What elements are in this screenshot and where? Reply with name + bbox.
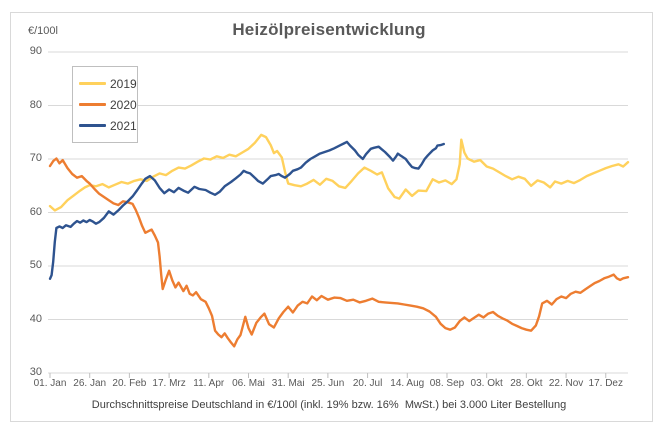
x-tick-label: 31. Mai bbox=[271, 378, 305, 389]
chart-caption: Durchschnittspreise Deutschland in €/100… bbox=[91, 399, 567, 411]
x-tick-label: 03. Okt bbox=[470, 378, 503, 389]
chart-legend: 2019 2020 2021 bbox=[72, 66, 138, 143]
legend-line-swatch bbox=[79, 103, 106, 106]
series-line-2019 bbox=[48, 133, 630, 212]
x-tick-label: 01. Jan bbox=[33, 378, 67, 389]
y-axis-unit-label: €/100l bbox=[28, 25, 58, 37]
y-tick-label: 50 bbox=[29, 259, 42, 271]
y-tick-label: 60 bbox=[29, 205, 42, 218]
y-tick-label: 70 bbox=[29, 152, 42, 164]
y-tick-label: 30 bbox=[29, 366, 42, 378]
legend-item-2020: 2020 bbox=[79, 94, 137, 115]
chart-title: Heizölpreisentwicklung bbox=[232, 20, 426, 39]
legend-line-swatch bbox=[79, 82, 106, 85]
x-tick-label: 28. Okt bbox=[510, 378, 543, 389]
series-line-2020 bbox=[48, 157, 630, 348]
x-tick-label: 06. Mai bbox=[232, 378, 265, 389]
legend-label: 2020 bbox=[110, 97, 137, 112]
x-tick-label: 20. Feb bbox=[112, 378, 147, 389]
legend-item-2019: 2019 bbox=[79, 73, 137, 94]
x-tick-label: 11. Apr bbox=[193, 378, 225, 389]
y-tick-label: 90 bbox=[29, 45, 42, 57]
series-line-2021 bbox=[48, 140, 445, 280]
x-tick-label: 20. Jul bbox=[352, 378, 383, 389]
x-tick-label: 26. Jan bbox=[73, 378, 107, 389]
x-tick-label: 17. Dez bbox=[588, 378, 623, 389]
x-tick-label: 14. Aug bbox=[390, 378, 425, 389]
legend-label: 2021 bbox=[110, 118, 137, 133]
legend-line-swatch bbox=[79, 124, 106, 127]
x-tick-label: 17. Mrz bbox=[152, 378, 186, 389]
x-tick-label: 25. Jun bbox=[311, 378, 345, 389]
legend-item-2021: 2021 bbox=[79, 115, 137, 136]
x-tick-label: 22. Nov bbox=[548, 378, 584, 389]
legend-label: 2019 bbox=[110, 76, 137, 91]
y-tick-label: 80 bbox=[29, 98, 42, 111]
y-tick-label: 40 bbox=[29, 312, 42, 325]
x-tick-label: 08. Sep bbox=[429, 378, 465, 389]
